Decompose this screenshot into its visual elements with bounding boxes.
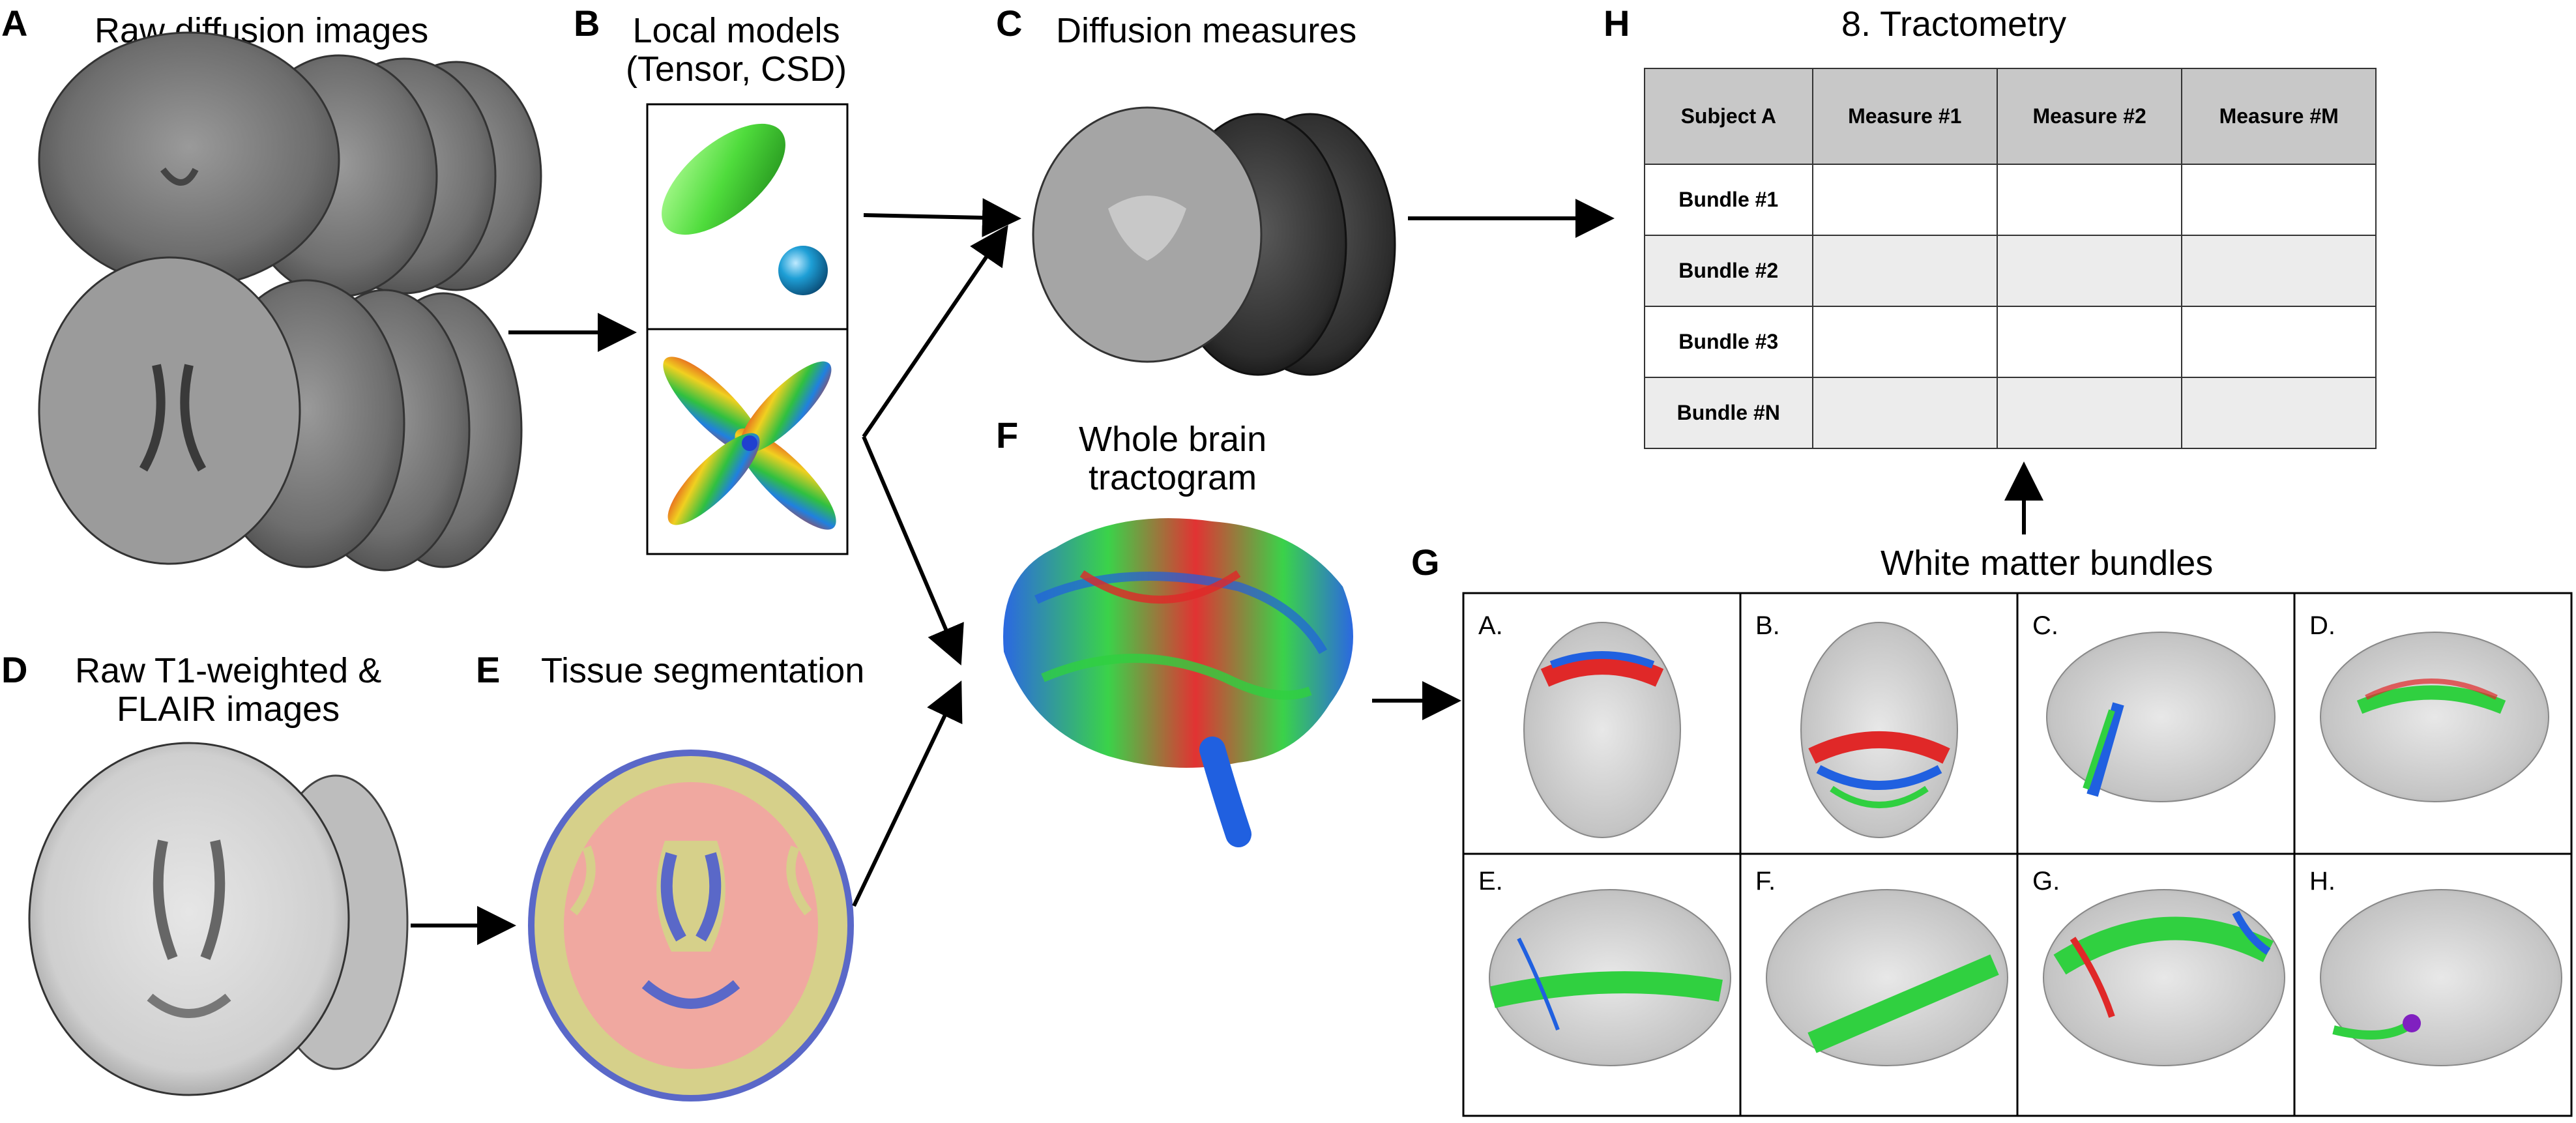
bundle-e-image bbox=[1489, 889, 1731, 1066]
arrow-b-to-c bbox=[863, 197, 1021, 237]
table-header-measure-m: Measure #M bbox=[2181, 68, 2377, 165]
tractometry-table: Subject A Measure #1 Measure #2 Measure … bbox=[1644, 68, 2377, 449]
bundle-label-b: B. bbox=[1755, 611, 1780, 640]
panel-title-d: Raw T1-weighted & FLAIR images bbox=[75, 651, 382, 729]
table-row: Bundle #2 bbox=[1644, 235, 2377, 307]
panel-letter-e: E bbox=[476, 649, 501, 690]
arrow-b-to-c-diag bbox=[862, 225, 1008, 438]
bundle-label-d: D. bbox=[2309, 611, 2335, 640]
csd-fodf-glyph bbox=[663, 357, 836, 530]
tissue-segmentation-image bbox=[528, 750, 854, 1101]
bundle-g-image bbox=[2043, 889, 2285, 1066]
bundle-b-image bbox=[1800, 622, 1958, 838]
bundle-label-h: H. bbox=[2309, 867, 2335, 896]
panel-title-f: Whole brain tractogram bbox=[1079, 420, 1266, 498]
table-header-measure-1: Measure #1 bbox=[1811, 68, 1998, 165]
bundle-label-c: C. bbox=[2032, 611, 2058, 640]
panel-title-c: Diffusion measures bbox=[1056, 11, 1357, 50]
bundle-h-image bbox=[2320, 889, 2562, 1066]
panel-letter-a: A bbox=[1, 3, 28, 44]
table-row-label: Bundle #3 bbox=[1644, 306, 1813, 378]
panel-title-d-line2: FLAIR images bbox=[117, 690, 340, 729]
panel-title-d-line1: Raw T1-weighted & bbox=[75, 651, 382, 690]
panel-letter-h: H bbox=[1603, 3, 1630, 44]
bundle-label-g: G. bbox=[2032, 867, 2060, 896]
panel-title-g: White matter bundles bbox=[1881, 544, 2214, 583]
panel-letter-c: C bbox=[996, 3, 1023, 44]
panel-title-h: 8. Tractometry bbox=[1841, 5, 2067, 44]
panel-letter-d: D bbox=[1, 649, 28, 690]
flow-arrows bbox=[411, 197, 2043, 945]
panel-letter-b: B bbox=[574, 3, 600, 44]
raw-diffusion-images bbox=[38, 31, 542, 572]
table-header-subject: Subject A bbox=[1644, 68, 1813, 165]
bundle-label-e: E. bbox=[1478, 867, 1503, 896]
arrow-e-to-f bbox=[852, 680, 963, 907]
bundle-a-image bbox=[1523, 622, 1681, 838]
table-row: Bundle #1 bbox=[1644, 164, 2377, 236]
table-header-measure-2: Measure #2 bbox=[1996, 68, 2183, 165]
diffusion-measures-images bbox=[1032, 106, 1396, 376]
table-row-label: Bundle #1 bbox=[1644, 164, 1813, 236]
bundle-label-f: F. bbox=[1755, 867, 1776, 896]
t1-flair-images bbox=[28, 742, 409, 1096]
bundle-c-image bbox=[2046, 632, 2276, 802]
table-row-label: Bundle #N bbox=[1644, 377, 1813, 449]
whole-brain-tractogram bbox=[1003, 518, 1353, 847]
panel-title-b-line1: Local models bbox=[632, 11, 840, 50]
panel-title-f-line2: tractogram bbox=[1089, 458, 1257, 498]
table-row: Bundle #3 bbox=[1644, 306, 2377, 378]
panel-letter-g: G bbox=[1411, 542, 1440, 583]
panel-letter-f: F bbox=[996, 415, 1019, 456]
sphere-glyph bbox=[778, 246, 828, 295]
bundle-label-a: A. bbox=[1478, 611, 1503, 640]
bundle-f-image bbox=[1766, 889, 2008, 1066]
bundle-d-image bbox=[2320, 632, 2549, 802]
panel-title-b-line2: (Tensor, CSD) bbox=[626, 50, 847, 89]
table-row-label: Bundle #2 bbox=[1644, 235, 1813, 307]
panel-title-b: Local models (Tensor, CSD) bbox=[626, 11, 847, 89]
table-row: Bundle #N bbox=[1644, 377, 2377, 449]
panel-title-e: Tissue segmentation bbox=[541, 651, 865, 690]
tensor-ellipsoid bbox=[662, 123, 785, 235]
panel-title-f-line1: Whole brain bbox=[1079, 420, 1267, 459]
arrow-b-to-f bbox=[862, 435, 964, 666]
local-models-box bbox=[646, 103, 849, 555]
